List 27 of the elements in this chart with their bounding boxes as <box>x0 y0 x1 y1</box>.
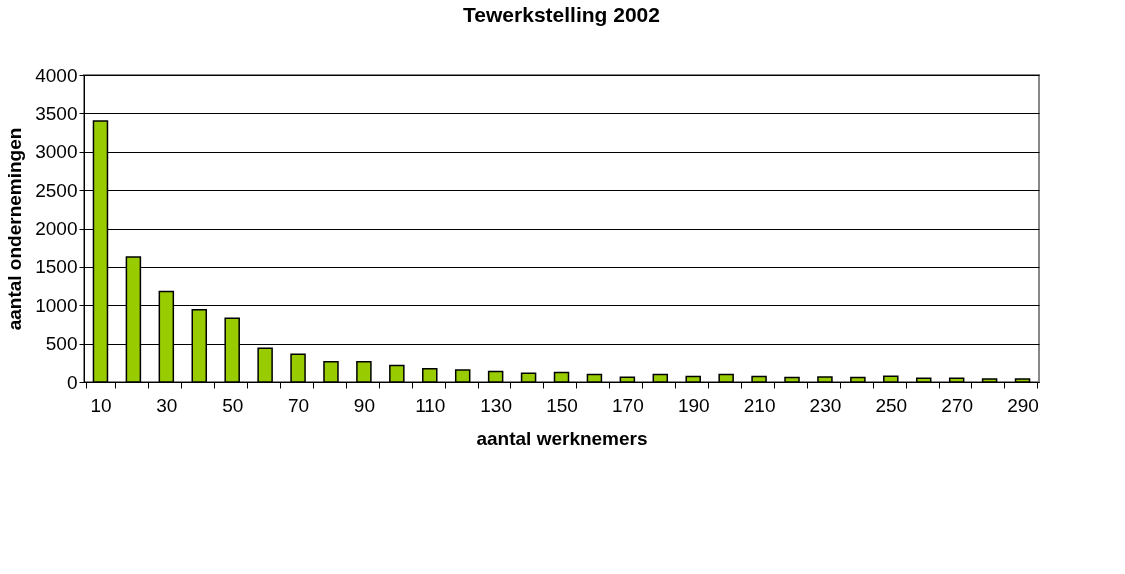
chart-title: Tewerkstelling 2002 <box>463 3 660 26</box>
y-tick-label: 3500 <box>35 102 78 124</box>
x-tick-label: 90 <box>353 394 375 416</box>
x-tick-label: 170 <box>612 394 644 416</box>
x-tick-label: 270 <box>941 394 974 416</box>
x-axis-title: aantal werknemers <box>476 427 648 449</box>
y-tick-label: 1500 <box>35 256 78 278</box>
y-tick-label: 3000 <box>35 141 78 163</box>
y-tick-label: 0 <box>66 371 78 393</box>
x-tick-label: 130 <box>480 394 512 416</box>
y-axis-title: aantal ondernemingen <box>4 127 26 331</box>
y-tick-label: 500 <box>45 333 78 355</box>
x-tick-label: 230 <box>809 394 842 416</box>
x-tick-label: 10 <box>90 394 112 416</box>
x-tick-label: 290 <box>1007 394 1039 416</box>
y-tick-label: 4000 <box>35 64 78 86</box>
x-tick-label: 190 <box>677 394 710 416</box>
y-tick-label: 1000 <box>35 294 78 316</box>
x-tick-label: 70 <box>287 394 310 416</box>
x-tick-label: 110 <box>415 394 446 416</box>
y-tick-label: 2500 <box>35 179 78 201</box>
x-tick-label: 210 <box>743 394 776 416</box>
x-tick-label: 30 <box>156 394 178 416</box>
x-tick-label: 250 <box>875 394 908 416</box>
x-tick-label: 150 <box>546 394 578 416</box>
x-tick-label: 50 <box>222 394 244 416</box>
y-tick-label: 2000 <box>35 218 78 239</box>
